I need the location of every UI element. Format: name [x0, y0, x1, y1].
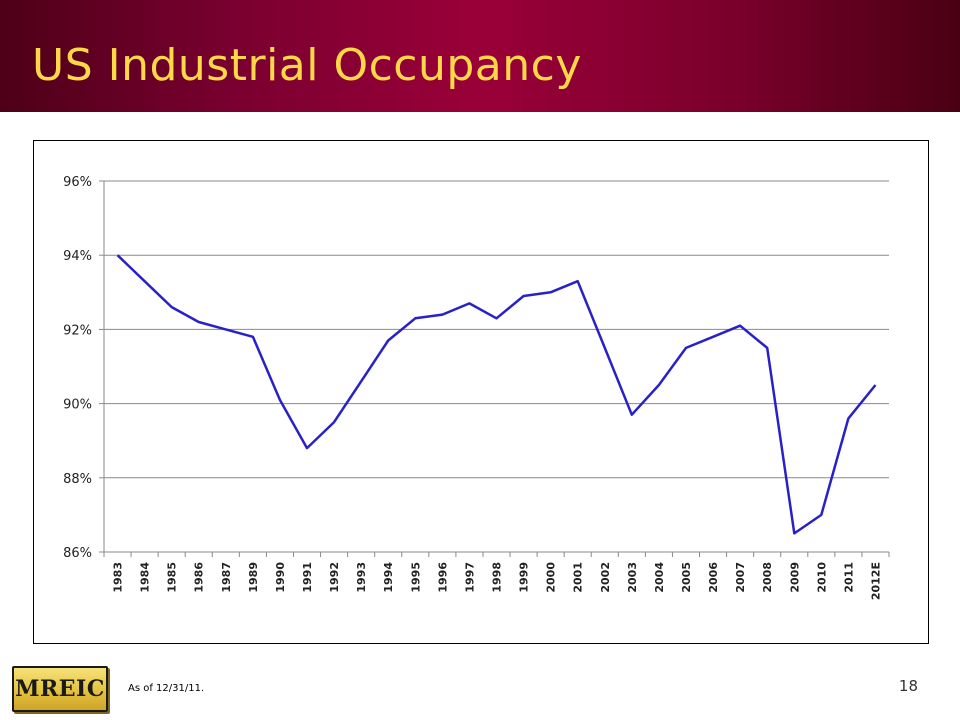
data-point	[278, 398, 282, 402]
data-point	[684, 346, 688, 350]
x-tick-label: 1997	[463, 562, 476, 593]
data-point	[495, 316, 499, 320]
x-tick-label: 1998	[491, 562, 504, 593]
data-point	[576, 279, 580, 283]
x-tick-label: 1987	[220, 562, 233, 593]
page-number: 18	[898, 677, 918, 695]
x-tick-label: 1991	[301, 562, 314, 593]
x-tick-label: 1995	[409, 562, 422, 593]
x-tick-label: 1993	[355, 562, 368, 593]
x-tick-label: 1990	[274, 562, 287, 593]
y-axis-ticks: 86% 88% 90% 92% 94% 96%	[63, 175, 92, 561]
x-tick-label: 2004	[653, 562, 666, 593]
data-point	[170, 305, 174, 309]
data-point	[332, 420, 336, 424]
data-point	[143, 279, 147, 283]
x-tick-label: 2003	[626, 562, 639, 593]
x-tick-label: 2006	[707, 562, 720, 593]
y-tick-label: 88%	[63, 472, 92, 487]
slide-title: US Industrial Occupancy	[32, 40, 582, 91]
data-point	[873, 383, 877, 387]
x-tick-label: 1996	[436, 562, 449, 593]
data-point	[440, 313, 444, 317]
x-tick-label: 2002	[599, 562, 612, 593]
data-point	[413, 316, 417, 320]
y-tick-label: 90%	[63, 398, 92, 413]
x-tick-label: 2001	[572, 562, 585, 593]
x-tick-label: 1989	[247, 562, 260, 593]
as-of-footnote: As of 12/31/11.	[128, 683, 205, 694]
x-tick-label: 2009	[788, 562, 801, 593]
data-point	[819, 513, 823, 517]
data-point	[386, 339, 390, 343]
x-tick-label: 1986	[193, 562, 206, 593]
x-tick-label: 2012E	[869, 562, 882, 600]
data-point	[359, 379, 363, 383]
data-point	[603, 346, 607, 350]
data-point	[116, 253, 120, 257]
x-tick-label: 1985	[166, 562, 179, 593]
data-point	[630, 413, 634, 417]
occupancy-series-line	[116, 254, 877, 535]
data-point	[224, 327, 228, 331]
x-tick-label: 2007	[734, 562, 747, 593]
data-point	[305, 446, 309, 450]
gridlines	[99, 180, 890, 557]
x-tick-label: 2011	[842, 562, 855, 593]
x-tick-label: 2000	[545, 562, 558, 593]
x-tick-label: 2005	[680, 562, 693, 593]
x-axis-ticks: 1983 1984 1985 1986 1987 1989 1990 1991 1992 1993…	[112, 562, 883, 600]
y-tick-label: 92%	[63, 323, 92, 338]
data-point	[711, 335, 715, 339]
y-tick-label: 94%	[63, 249, 92, 264]
data-point	[522, 294, 526, 298]
occupancy-line-chart: 86%88%90%92%94%96% 1983 1984 1985 1986 1987 1…	[63, 175, 890, 600]
company-logo: MREIC	[12, 666, 108, 712]
x-tick-label: 2010	[815, 562, 828, 593]
x-tick-label: 1983	[112, 562, 125, 593]
x-tick-label: 1994	[382, 562, 395, 593]
y-tick-label: 96%	[63, 175, 92, 190]
title-banner: US Industrial Occupancy	[0, 0, 960, 112]
data-point	[251, 335, 255, 339]
series-layer	[116, 253, 877, 535]
y-tick-label: 86%	[63, 546, 92, 561]
x-tick-label: 1999	[518, 562, 531, 593]
x-tick-label: 1992	[328, 562, 341, 593]
data-point	[657, 383, 661, 387]
data-point	[467, 301, 471, 305]
logo-text: MREIC	[15, 676, 105, 702]
data-point	[549, 290, 553, 294]
data-point	[738, 324, 742, 328]
data-point	[846, 416, 850, 420]
x-tick-label: 1984	[139, 562, 152, 593]
data-point	[792, 531, 796, 535]
chart-frame: 86% 88% 90% 92% 94% 96% 1983 1984 1985 1986 1987 1…	[33, 140, 929, 644]
data-point	[765, 346, 769, 350]
data-point	[197, 320, 201, 324]
x-tick-label: 2008	[761, 562, 774, 593]
